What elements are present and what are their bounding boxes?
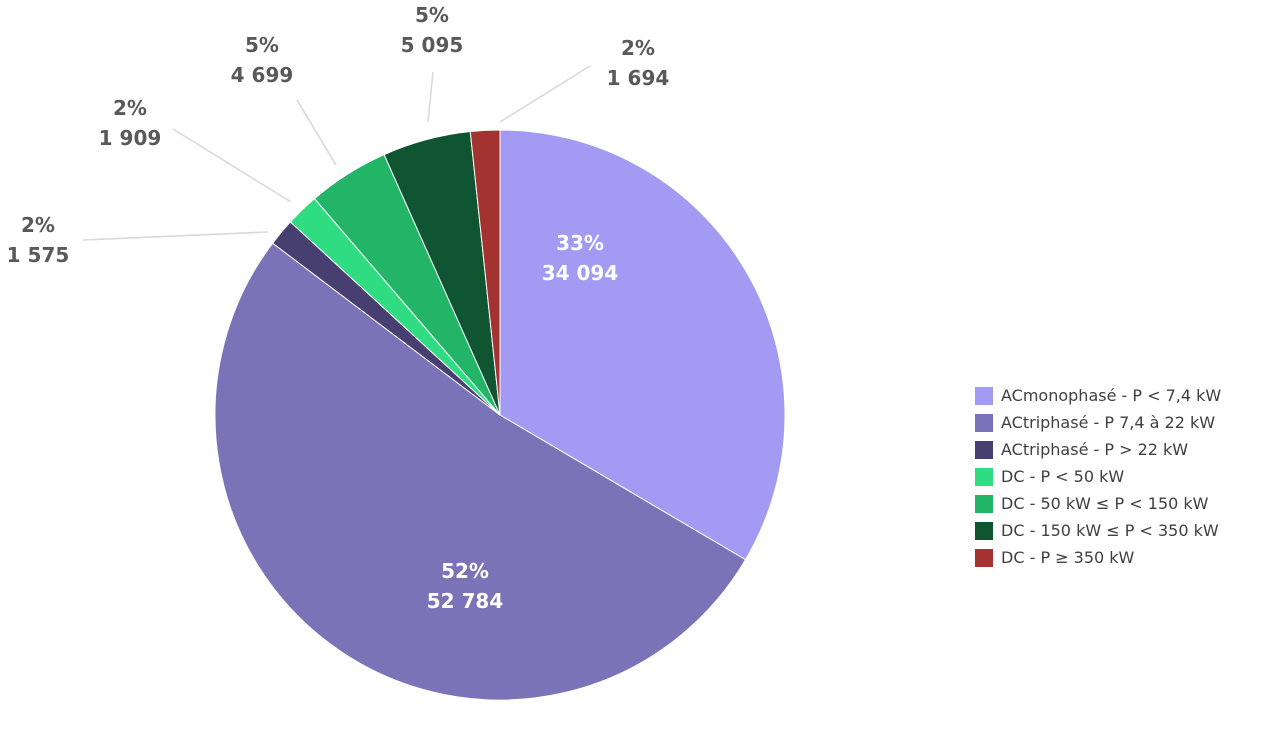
percent-label: 52% bbox=[441, 559, 489, 583]
pie-slices bbox=[214, 129, 786, 701]
percent-label: 5% bbox=[245, 33, 279, 57]
legend-item: ACmonophasé - P < 7,4 kW bbox=[975, 382, 1221, 409]
legend-item: ACtriphasé - P > 22 kW bbox=[975, 436, 1221, 463]
percent-label: 2% bbox=[113, 96, 147, 120]
legend-label: ACtriphasé - P > 22 kW bbox=[1001, 440, 1189, 459]
legend-item: DC - P < 50 kW bbox=[975, 463, 1221, 490]
leader-line bbox=[499, 65, 591, 123]
leader-line bbox=[82, 231, 269, 241]
percent-label: 5% bbox=[415, 3, 449, 27]
legend-swatch bbox=[975, 467, 993, 486]
legend-swatch bbox=[975, 521, 993, 540]
legend-swatch bbox=[975, 548, 993, 567]
leader-lines bbox=[82, 65, 591, 241]
legend-item: ACtriphasé - P 7,4 à 22 kW bbox=[975, 409, 1221, 436]
legend-item: DC - 50 kW ≤ P < 150 kW bbox=[975, 490, 1221, 517]
value-label: 5 095 bbox=[401, 33, 464, 57]
legend-swatch bbox=[975, 494, 993, 513]
leader-line bbox=[172, 128, 292, 203]
legend-label: DC - 50 kW ≤ P < 150 kW bbox=[1001, 494, 1209, 513]
legend-swatch bbox=[975, 413, 993, 432]
percent-label: 2% bbox=[21, 213, 55, 237]
legend-swatch bbox=[975, 386, 993, 405]
value-label: 1 909 bbox=[99, 126, 162, 150]
value-label: 1 575 bbox=[7, 243, 70, 267]
data-labels: 33% 34 094 52% 52 784 2% 1 575 2% 1 909 5% 4 699 5… bbox=[7, 3, 670, 613]
legend-swatch bbox=[975, 440, 993, 459]
leader-line bbox=[296, 99, 337, 166]
pie-slice bbox=[214, 242, 747, 701]
legend-item: DC - 150 kW ≤ P < 350 kW bbox=[975, 517, 1221, 544]
value-label: 52 784 bbox=[427, 589, 504, 613]
legend-label: DC - P < 50 kW bbox=[1001, 467, 1125, 486]
value-label: 4 699 bbox=[231, 63, 294, 87]
legend-item: DC - P ≥ 350 kW bbox=[975, 544, 1221, 571]
value-label: 34 094 bbox=[542, 261, 619, 285]
legend-label: ACtriphasé - P 7,4 à 22 kW bbox=[1001, 413, 1216, 432]
leader-line bbox=[427, 71, 434, 123]
legend: ACmonophasé - P < 7,4 kW ACtriphasé - P 7… bbox=[975, 382, 1221, 571]
legend-label: ACmonophasé - P < 7,4 kW bbox=[1001, 386, 1222, 405]
pie-slice bbox=[499, 129, 786, 561]
pie-slice bbox=[469, 129, 501, 416]
percent-label: 2% bbox=[621, 36, 655, 60]
legend-label: DC - P ≥ 350 kW bbox=[1001, 548, 1135, 567]
value-label: 1 694 bbox=[607, 66, 670, 90]
legend-label: DC - 150 kW ≤ P < 350 kW bbox=[1001, 521, 1219, 540]
percent-label: 33% bbox=[556, 231, 604, 255]
